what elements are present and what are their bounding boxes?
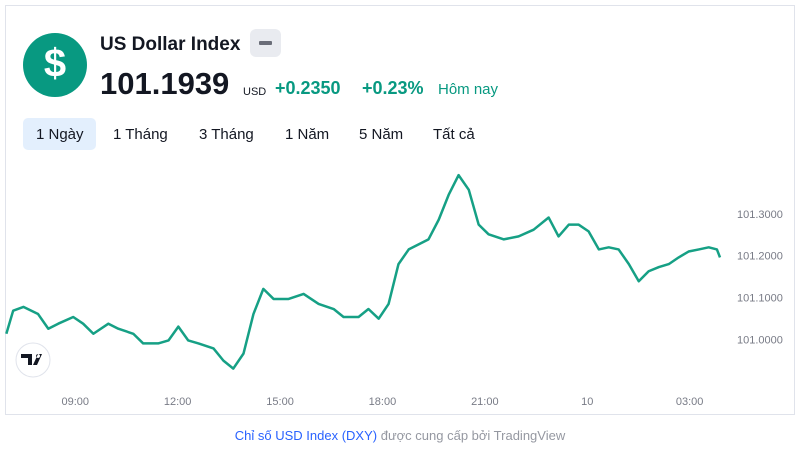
x-tick-label: 15:00	[266, 396, 294, 408]
tab[interactable]: 1 Tháng	[113, 126, 168, 143]
change: +0.2350	[275, 78, 341, 98]
price-line	[5, 173, 722, 370]
badge-dash	[259, 41, 272, 45]
y-tick-label: 101.2000	[737, 251, 783, 263]
tab[interactable]: 1 Năm	[285, 126, 329, 143]
footer: Chỉ số USD Index (DXY) được cung cấp bởi…	[0, 428, 800, 443]
price: 101.1939	[100, 66, 229, 101]
footer-text: được cung cấp bởi TradingView	[380, 428, 566, 443]
tv-logo[interactable]	[15, 342, 51, 378]
tabs: 1 Ngày 1 Tháng 3 Tháng 1 Năm 5 Năm Tất cả	[23, 118, 475, 150]
x-tick-label: 21:00	[471, 396, 499, 408]
tab[interactable]: Tất cả	[433, 126, 475, 143]
widget: $ US Dollar Index 101.1939 USD +0.2350 +…	[5, 5, 795, 415]
footer-link[interactable]: Chỉ số USD Index (DXY)	[234, 428, 378, 443]
card	[5, 5, 795, 415]
y-tick-label: 101.0000	[737, 335, 783, 347]
tab[interactable]: 1 Ngày	[36, 126, 84, 143]
x-tick-label: 12:00	[164, 396, 192, 408]
x-tick-label: 18:00	[369, 396, 397, 408]
symbol-glyph: $	[44, 42, 66, 86]
y-tick-label: 101.1000	[737, 293, 783, 305]
plot: 101.0000 101.1000 101.2000 101.3000 09:00 12:…	[5, 173, 783, 408]
tv-logo-glyph	[21, 354, 42, 365]
symbol-icon	[23, 33, 87, 97]
change-percent: +0.23%	[362, 78, 424, 98]
tab-active-bg	[23, 118, 96, 150]
x-tick-label: 03:00	[676, 396, 704, 408]
tab[interactable]: 5 Năm	[359, 126, 403, 143]
symbol-name: US Dollar Index	[100, 34, 241, 55]
period: Hôm nay	[438, 81, 499, 98]
y-tick-label: 101.3000	[737, 209, 783, 221]
x-tick-label: 09:00	[62, 396, 90, 408]
currency: USD	[243, 86, 266, 98]
x-tick-label: 10	[581, 396, 593, 408]
tab[interactable]: 3 Tháng	[199, 126, 254, 143]
